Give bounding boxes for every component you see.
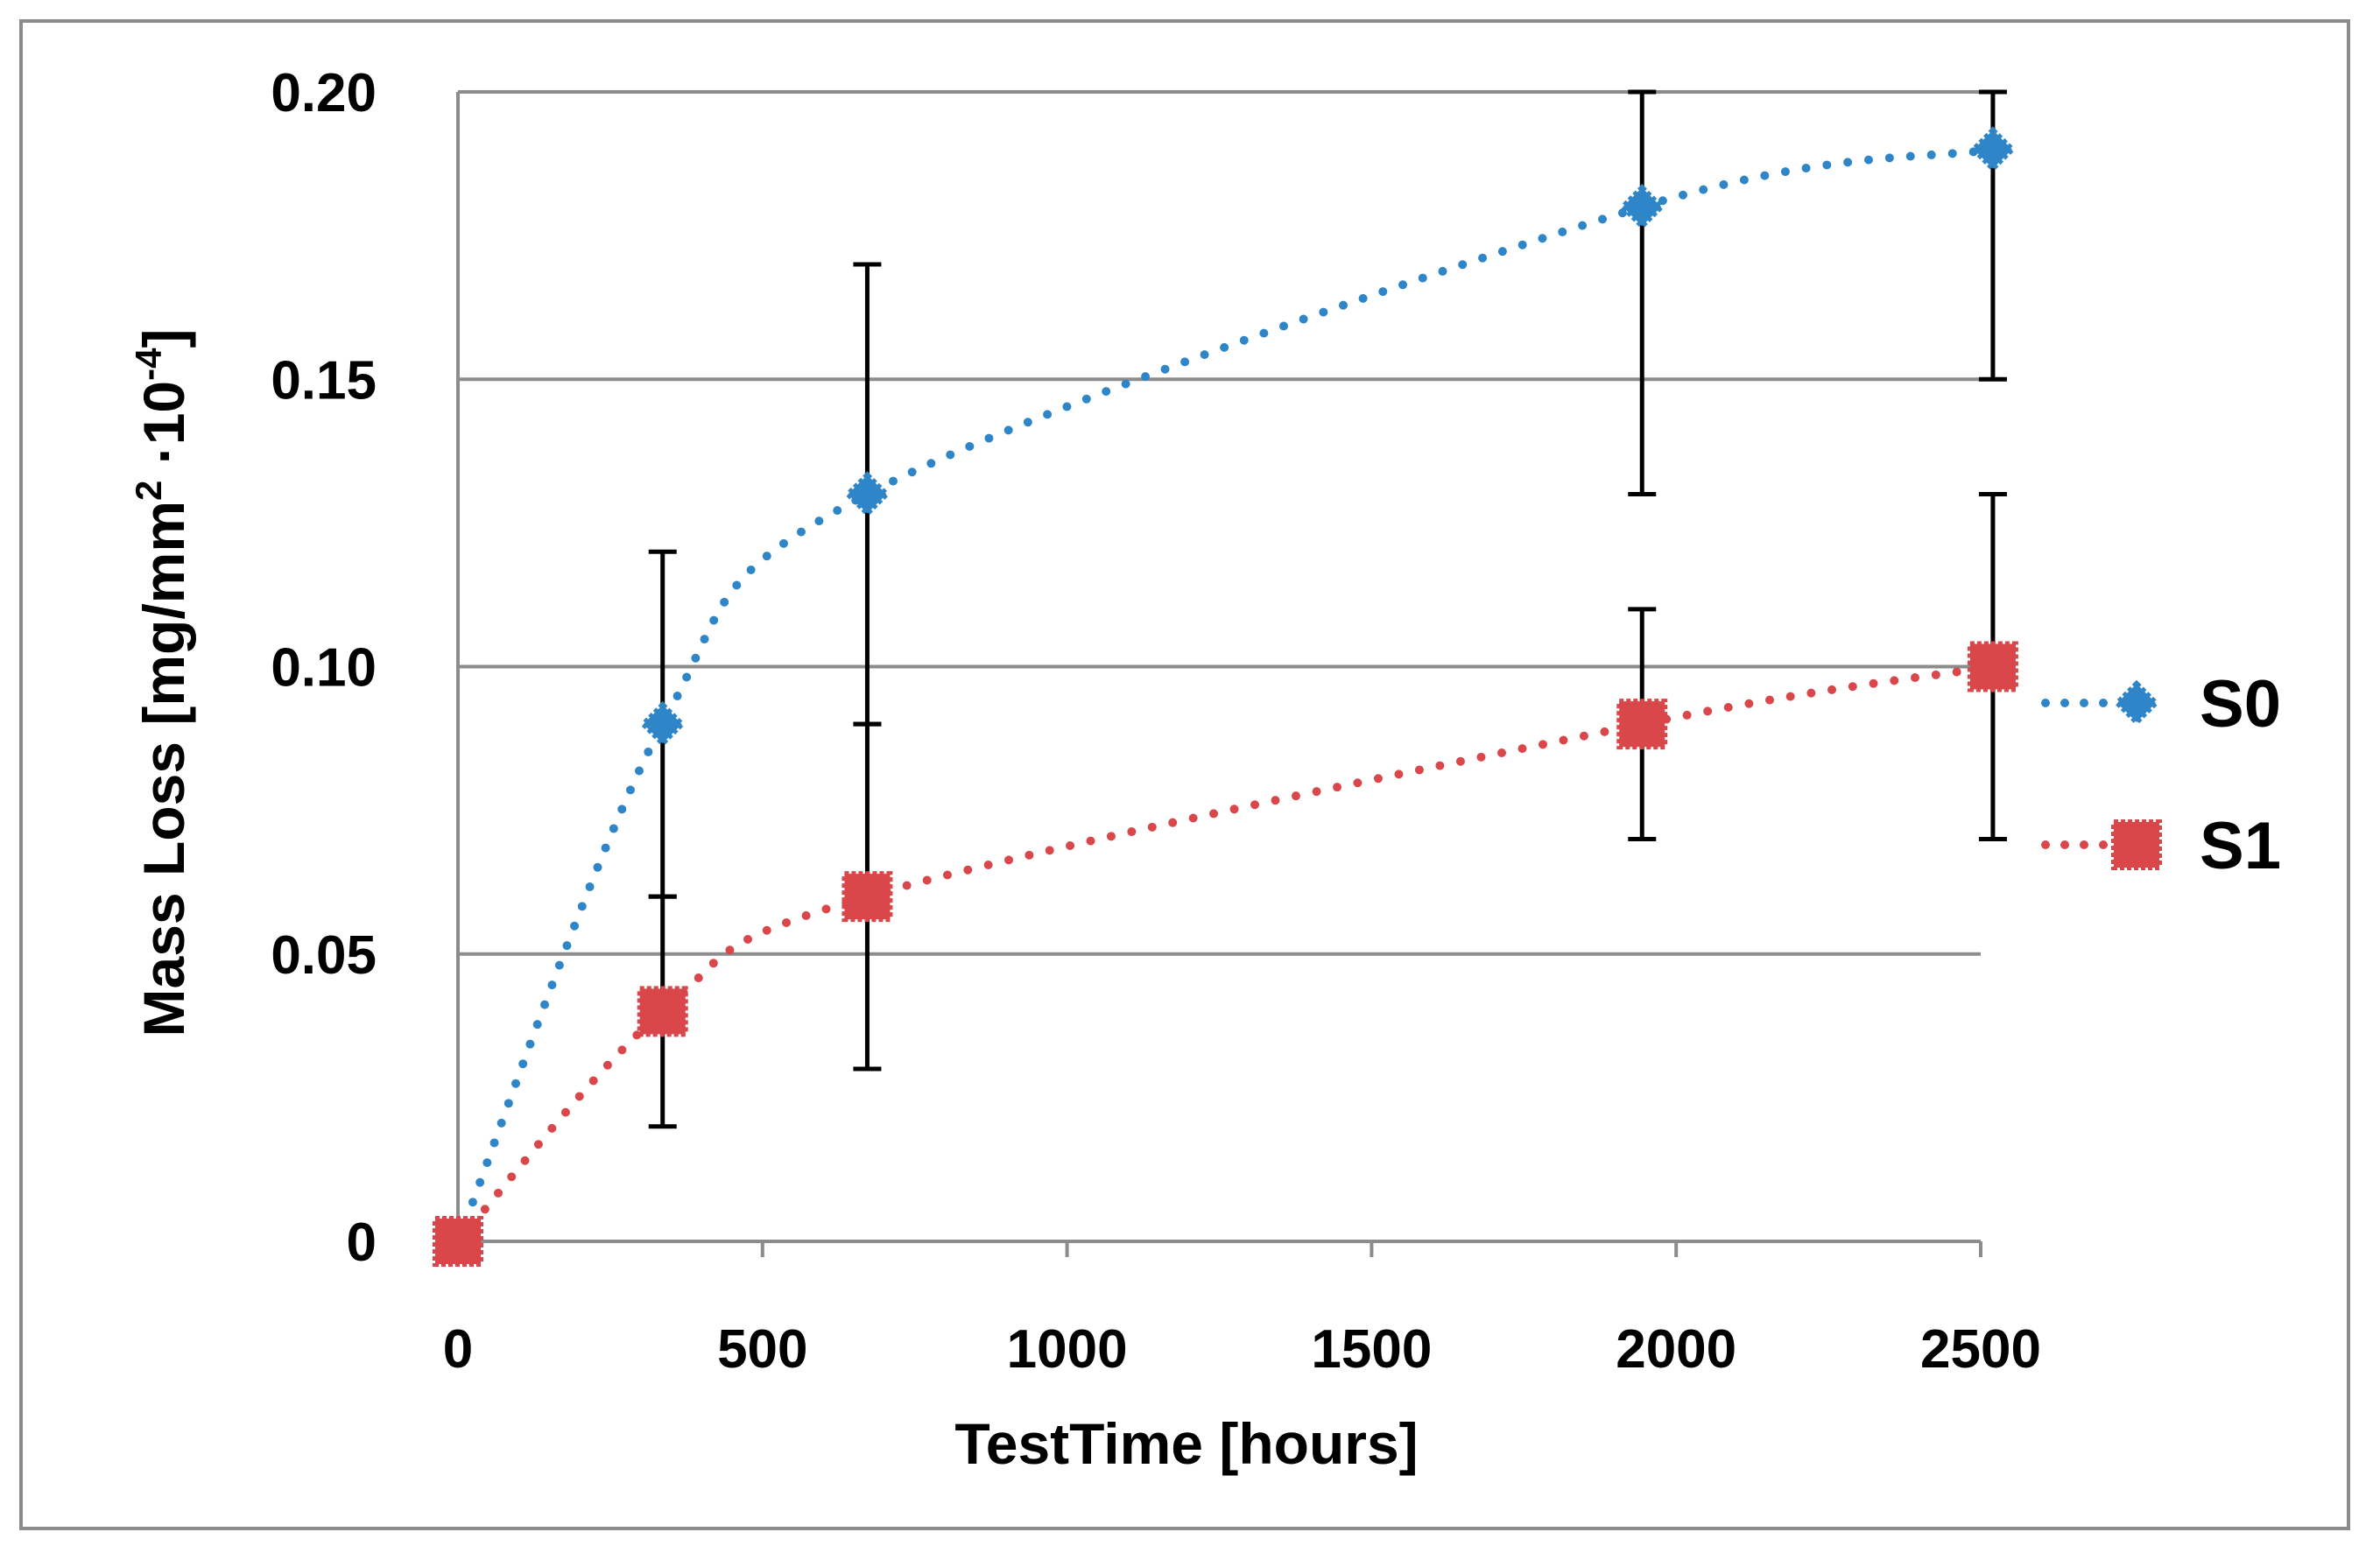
- x-tick-label: 2500: [1920, 1319, 2041, 1380]
- x-tick-label: 1500: [1311, 1319, 1432, 1380]
- data-point-s1: [841, 871, 893, 923]
- legend-marker-s1: [2111, 819, 2162, 870]
- legend-label-s1: S1: [2200, 809, 2281, 883]
- x-tick-label: 500: [717, 1319, 807, 1380]
- legend: S0 S1: [2041, 667, 2281, 883]
- series-line-s1: [454, 662, 1997, 1246]
- error-bars: [648, 89, 2007, 1129]
- y-axis-title-end: ]: [131, 329, 196, 348]
- data-point-s0: [1619, 184, 1665, 230]
- legend-label-s0: S0: [2200, 667, 2281, 741]
- data-point-s1: [433, 1216, 483, 1267]
- data-point-s0: [1969, 126, 2017, 172]
- x-tick-label: 2000: [1616, 1319, 1736, 1380]
- data-point-s1: [1616, 699, 1668, 750]
- x-tick-label: 0: [443, 1319, 473, 1380]
- tick-labels: 0 0.05 0.10 0.15 0.20 0 500 1000 1500 2000 2500: [271, 63, 2041, 1380]
- y-axis-title-sup2: -4: [128, 348, 169, 381]
- y-axis-title-mid: ·10: [131, 381, 196, 481]
- y-tick-label: 0.20: [271, 63, 377, 123]
- data-point-s0: [844, 471, 891, 517]
- x-axis-title: TestTime [hours]: [954, 1411, 1418, 1476]
- y-tick-label: 0.05: [271, 925, 377, 986]
- y-axis-title-main: Mass Loss [mg/mm: [131, 501, 196, 1037]
- y-tick-label: 0.15: [271, 350, 377, 411]
- y-tick-label: 0: [347, 1212, 377, 1273]
- data-point-s1: [1967, 641, 2018, 692]
- series-line-s0: [454, 144, 1997, 1246]
- legend-marker-s0: [2113, 679, 2160, 727]
- y-axis-title: Mass Loss [mg/mm2 ·10-4]: [128, 329, 196, 1037]
- chart-frame: [19, 19, 2350, 1530]
- x-tick-label: 1000: [1007, 1319, 1128, 1380]
- gridlines: [458, 90, 1981, 956]
- y-axis-title-sup1: 2: [128, 481, 169, 501]
- markers: [433, 126, 2018, 1267]
- series: [454, 144, 1997, 1246]
- data-point-s0: [639, 700, 686, 748]
- y-tick-label: 0.10: [271, 638, 377, 699]
- data-point-s1: [637, 986, 688, 1037]
